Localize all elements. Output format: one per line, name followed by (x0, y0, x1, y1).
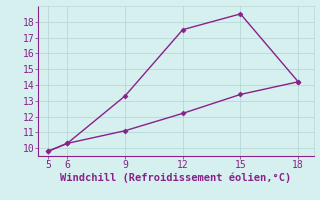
X-axis label: Windchill (Refroidissement éolien,°C): Windchill (Refroidissement éolien,°C) (60, 173, 292, 183)
